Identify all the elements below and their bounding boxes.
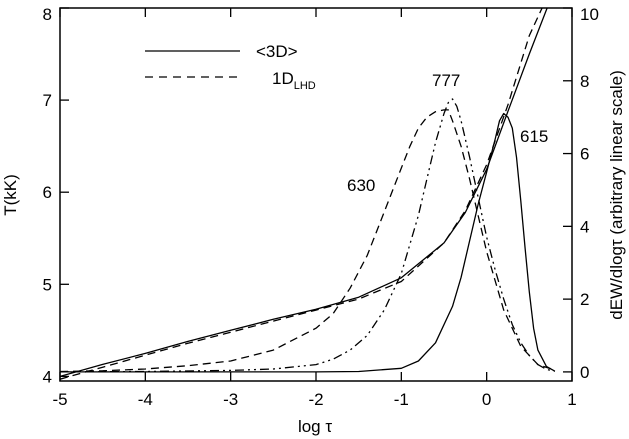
- label-630: 630: [347, 176, 375, 195]
- y2-tick-label: 10: [580, 5, 599, 24]
- x-tick-label: -2: [308, 390, 323, 409]
- y-tick-label: 6: [43, 183, 52, 202]
- y-tick-label: 8: [43, 5, 52, 24]
- legend-label-1d-sub: LHD: [294, 80, 316, 92]
- plot-frame: [59, 7, 573, 382]
- y-tick-label: 5: [43, 275, 52, 294]
- y2-tick-label: 6: [580, 145, 589, 164]
- series-line-3: [60, 109, 556, 373]
- x-tick-label: -1: [394, 390, 409, 409]
- series-line-1: [60, 8, 548, 378]
- legend-label-1d: 1DLHD: [272, 69, 316, 92]
- y-tick-label: 4: [43, 367, 52, 386]
- label-777: 777: [432, 71, 460, 90]
- y2-tick-label: 0: [580, 363, 589, 382]
- legend-label-3d: <3D>: [256, 42, 298, 61]
- legend: <3D> 1DLHD: [145, 42, 316, 92]
- y2-tick-label: 4: [580, 217, 589, 236]
- x-tick-label: 0: [482, 390, 491, 409]
- series-line-2: [60, 8, 543, 380]
- x-tick-label: -5: [52, 390, 67, 409]
- y-axis-title: T(kK): [1, 174, 20, 216]
- legend-label-1d-main: 1D: [272, 69, 294, 88]
- y2-axis-title: dEW/dlogτ (arbitrary linear scale): [607, 70, 626, 320]
- y2-tick-label: 8: [580, 72, 589, 91]
- x-tick-label: -4: [138, 390, 153, 409]
- plot-lines: [60, 8, 556, 380]
- series-line-4: [60, 98, 556, 373]
- label-615: 615: [520, 127, 548, 146]
- y-tick-label: 7: [43, 91, 52, 110]
- x-tick-label: -3: [223, 390, 238, 409]
- y2-tick-label: 2: [580, 290, 589, 309]
- x-axis-title: log τ: [298, 417, 332, 436]
- x-tick-label: 1: [567, 390, 576, 409]
- series-line-5: [60, 112, 556, 373]
